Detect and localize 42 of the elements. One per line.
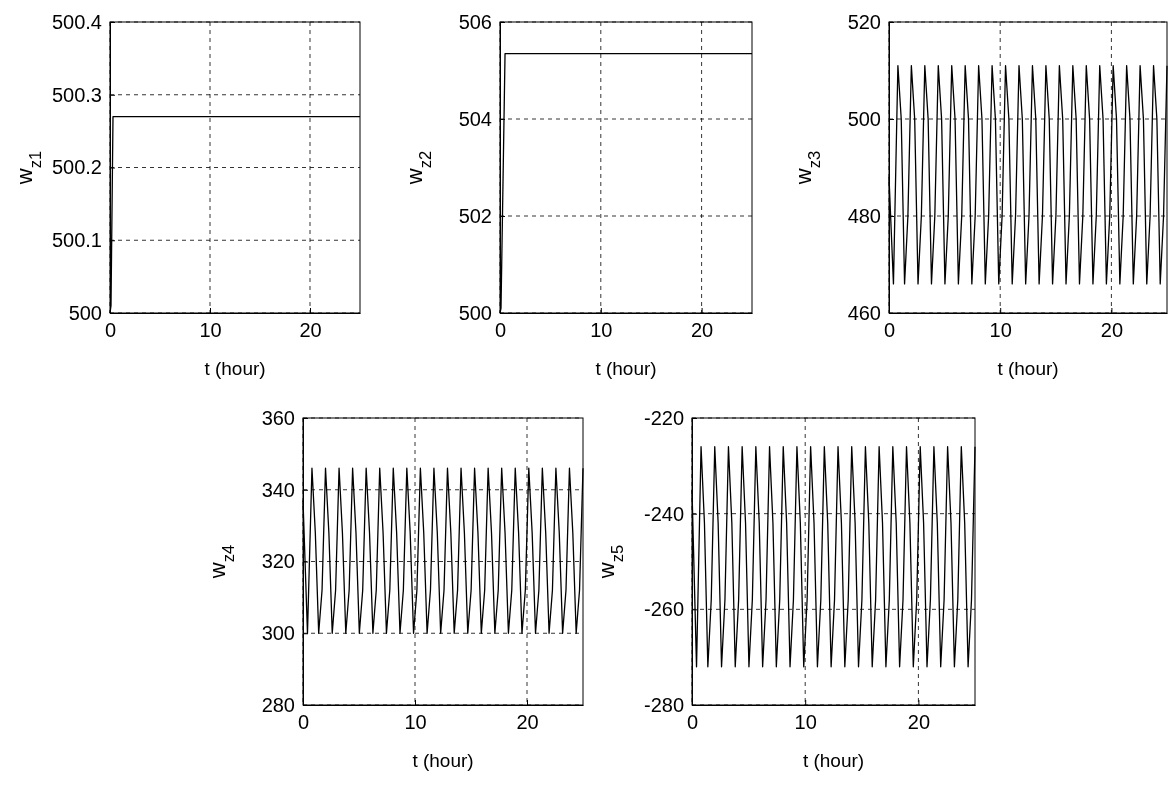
x-tick-label: 20 bbox=[299, 319, 322, 342]
x-tick-label: 0 bbox=[104, 319, 117, 342]
y-tick-label: 300 bbox=[261, 622, 295, 645]
x-tick-label: 10 bbox=[794, 711, 817, 734]
y-tick-label: 520 bbox=[847, 10, 881, 33]
y-tick-label: 500 bbox=[68, 301, 102, 324]
y-tick-label: 500.2 bbox=[51, 156, 102, 179]
x-tick-label: 0 bbox=[494, 319, 507, 342]
y-tick-label: -260 bbox=[643, 598, 684, 621]
x-axis-title: t (hour) bbox=[412, 750, 474, 771]
x-tick-label: 0 bbox=[883, 319, 896, 342]
y-tick-label: 340 bbox=[261, 478, 295, 501]
y-tick-label: 500.3 bbox=[51, 83, 102, 106]
y-tick-label: 480 bbox=[847, 204, 881, 227]
x-axis-title: t (hour) bbox=[802, 750, 865, 771]
y-tick-label: 506 bbox=[458, 10, 492, 33]
x-tick-label: 20 bbox=[1100, 319, 1124, 342]
y-tick-label: 460 bbox=[847, 301, 881, 324]
y-tick-label: -240 bbox=[643, 502, 684, 525]
y-tick-label: 360 bbox=[261, 406, 295, 429]
x-axis-title: t (hour) bbox=[997, 358, 1059, 379]
y-tick-label: 504 bbox=[458, 107, 492, 130]
x-tick-label: 0 bbox=[686, 711, 699, 734]
x-tick-label: 10 bbox=[590, 319, 613, 342]
x-tick-label: 0 bbox=[297, 711, 310, 734]
x-tick-label: 20 bbox=[690, 319, 714, 342]
y-tick-label: 500.4 bbox=[51, 10, 102, 33]
y-tick-label: 500.1 bbox=[51, 229, 102, 252]
y-tick-label: 500 bbox=[458, 301, 492, 324]
y-tick-label: -220 bbox=[643, 406, 684, 429]
x-tick-label: 10 bbox=[989, 319, 1012, 342]
x-tick-label: 20 bbox=[516, 711, 539, 734]
x-axis-title: t (hour) bbox=[595, 358, 657, 379]
y-tick-label: -280 bbox=[643, 693, 684, 716]
x-tick-label: 20 bbox=[907, 711, 931, 734]
y-tick-label: 500 bbox=[847, 107, 881, 130]
x-tick-label: 10 bbox=[199, 319, 222, 342]
x-axis-title: t (hour) bbox=[204, 358, 266, 379]
x-tick-label: 10 bbox=[404, 711, 427, 734]
y-tick-label: 502 bbox=[458, 204, 492, 227]
y-tick-label: 280 bbox=[261, 693, 295, 716]
y-tick-label: 320 bbox=[261, 550, 295, 573]
